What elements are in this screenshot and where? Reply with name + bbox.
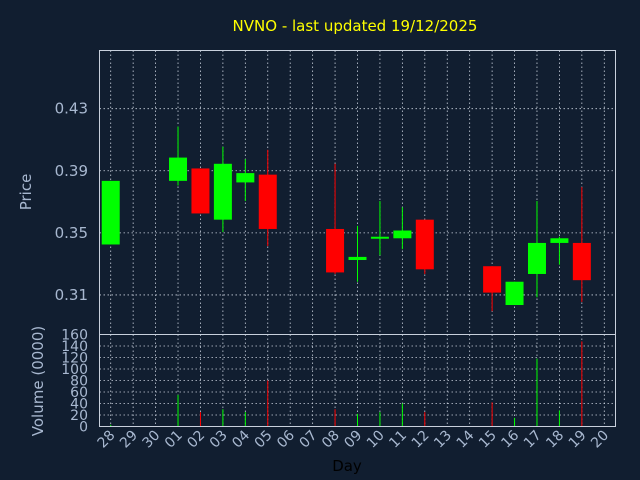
day-tick-label: 03 <box>207 428 231 452</box>
volume-tick-label: 0 <box>79 420 88 436</box>
volume-tick-label: 160 <box>61 328 88 344</box>
day-tick-label: 01 <box>162 428 186 452</box>
price-tick-label: 0.43 <box>55 100 88 118</box>
day-axis-ticks: 2829300102030405060708091011121314151617… <box>95 427 612 451</box>
day-tick-label: 16 <box>498 427 522 451</box>
candle-body <box>415 219 434 270</box>
volume-tick-label: 100 <box>61 362 88 378</box>
candle-body <box>505 281 524 306</box>
day-tick-label: 06 <box>274 427 298 451</box>
day-tick-label: 28 <box>95 428 119 452</box>
price-tick-label: 0.35 <box>55 224 88 242</box>
candle-body <box>258 174 277 229</box>
candle-body <box>236 173 255 183</box>
candle <box>101 180 120 245</box>
candle <box>572 187 591 302</box>
volume-tick-label: 80 <box>70 374 88 390</box>
day-tick-label: 10 <box>364 428 388 452</box>
volume-panel-frame <box>99 334 616 427</box>
candle-body <box>101 180 120 245</box>
candle <box>213 146 232 233</box>
candle-body <box>483 266 502 293</box>
candle <box>169 126 188 186</box>
volume-tick-label: 140 <box>61 339 88 355</box>
candle <box>348 225 367 282</box>
volume-grid <box>99 334 616 427</box>
day-tick-label: 30 <box>139 428 163 452</box>
chart-title: NVNO - last updated 19/12/2025 <box>233 17 478 35</box>
day-tick-label: 09 <box>341 428 365 452</box>
candle <box>191 168 210 214</box>
candle-body <box>572 242 591 281</box>
price-tick-label: 0.31 <box>55 286 88 304</box>
day-tick-label: 14 <box>454 427 478 451</box>
candlestick-series <box>101 126 591 312</box>
day-tick-label: 13 <box>431 428 455 452</box>
candle-body <box>370 236 389 239</box>
candle <box>370 201 389 256</box>
candle-body <box>348 256 367 261</box>
price-axis-label: Price <box>17 174 35 211</box>
day-tick-label: 12 <box>409 428 433 452</box>
day-tick-label: 05 <box>252 428 276 452</box>
day-tick-label: 11 <box>386 428 410 452</box>
candle-body <box>191 168 210 214</box>
day-tick-label: 08 <box>319 428 343 452</box>
volume-axis-label: Volume (0000) <box>29 326 47 436</box>
volume-tick-label: 60 <box>70 385 88 401</box>
candle <box>550 236 569 265</box>
day-tick-label: 20 <box>588 428 612 452</box>
price-grid <box>99 50 616 335</box>
day-tick-label: 29 <box>117 428 141 452</box>
day-tick-label: 15 <box>476 428 500 452</box>
candle <box>527 201 546 298</box>
candle-body <box>326 228 345 273</box>
day-tick-label: 17 <box>521 428 545 452</box>
candle-body <box>169 157 188 181</box>
day-tick-label: 07 <box>297 428 321 452</box>
price-tick-label: 0.39 <box>55 162 88 180</box>
price-axis-ticks: 0.31 0.35 0.39 0.43 <box>55 100 88 304</box>
candle-body <box>393 230 412 239</box>
volume-tick-label: 20 <box>70 408 88 424</box>
day-tick-label: 04 <box>229 427 253 451</box>
volume-series <box>110 341 583 427</box>
candle <box>415 219 434 274</box>
day-axis-label: Day <box>332 457 362 475</box>
candle <box>393 207 412 250</box>
day-tick-label: 18 <box>543 428 567 452</box>
candle-body <box>527 242 546 274</box>
day-tick-label: 02 <box>184 428 208 452</box>
candle-body <box>550 238 569 243</box>
candle <box>236 159 255 202</box>
candle-body <box>213 163 232 220</box>
day-tick-label: 19 <box>566 428 590 452</box>
candle <box>326 163 345 274</box>
candle <box>505 281 524 306</box>
volume-tick-label: 40 <box>70 397 88 413</box>
volume-tick-label: 120 <box>61 351 88 367</box>
candle <box>483 266 502 312</box>
candle <box>258 149 277 247</box>
